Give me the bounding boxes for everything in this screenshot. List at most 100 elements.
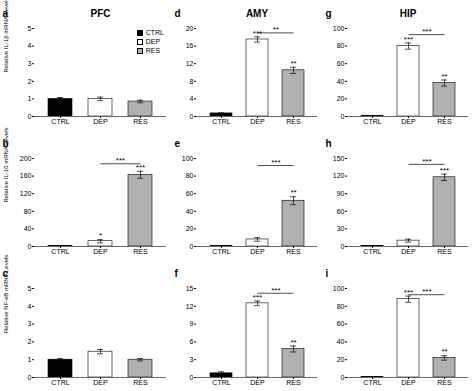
svg-text:**: ** — [441, 72, 447, 81]
svg-text:DEP: DEP — [93, 379, 108, 386]
svg-text:20: 20 — [337, 356, 345, 363]
svg-text:Relative NF-κB mRNA Levels: Relative NF-κB mRNA Levels — [3, 255, 9, 333]
svg-text:0: 0 — [341, 374, 345, 381]
svg-text:i: i — [326, 268, 329, 279]
svg-text:3: 3 — [28, 320, 32, 327]
svg-text:80: 80 — [337, 303, 345, 310]
svg-text:**: ** — [290, 59, 296, 68]
svg-text:e: e — [175, 138, 181, 149]
svg-text:30: 30 — [337, 225, 345, 232]
svg-text:100: 100 — [333, 285, 345, 292]
svg-text:0: 0 — [28, 113, 32, 120]
svg-text:CTRL: CTRL — [363, 379, 381, 386]
svg-text:h: h — [326, 138, 332, 149]
svg-text:6: 6 — [190, 338, 194, 345]
svg-text:160: 160 — [20, 172, 32, 179]
svg-text:***: *** — [116, 156, 125, 165]
svg-text:DEP: DEP — [250, 379, 265, 386]
svg-text:***: *** — [271, 286, 280, 295]
svg-text:RES: RES — [437, 248, 452, 255]
svg-text:200: 200 — [20, 155, 32, 162]
svg-text:5: 5 — [28, 25, 32, 32]
svg-text:60: 60 — [186, 190, 194, 197]
svg-text:RES: RES — [437, 118, 452, 125]
svg-text:0: 0 — [190, 113, 194, 120]
svg-text:100: 100 — [333, 25, 345, 32]
svg-text:RES: RES — [133, 379, 148, 386]
svg-text:d: d — [175, 8, 181, 19]
svg-text:2: 2 — [28, 78, 32, 85]
svg-text:1: 1 — [28, 356, 32, 363]
svg-text:12: 12 — [186, 303, 194, 310]
svg-text:RES: RES — [133, 248, 148, 255]
svg-text:CTRL: CTRL — [363, 248, 381, 255]
svg-text:12: 12 — [186, 60, 194, 67]
svg-text:2: 2 — [28, 338, 32, 345]
svg-text:DEP: DEP — [93, 248, 108, 255]
svg-text:RES: RES — [133, 118, 148, 125]
svg-text:120: 120 — [333, 172, 345, 179]
svg-text:3: 3 — [190, 356, 194, 363]
svg-text:CTRL: CTRL — [212, 248, 230, 255]
svg-text:4: 4 — [28, 42, 32, 49]
svg-text:***: *** — [422, 287, 431, 296]
svg-text:3: 3 — [28, 60, 32, 67]
svg-text:***: *** — [253, 293, 262, 302]
svg-text:DEP: DEP — [401, 248, 416, 255]
svg-text:***: *** — [404, 288, 413, 297]
svg-text:CTRL: CTRL — [51, 248, 69, 255]
svg-text:CTRL: CTRL — [51, 118, 69, 125]
svg-text:***: *** — [422, 157, 431, 166]
svg-text:HIP: HIP — [400, 8, 417, 19]
svg-text:15: 15 — [186, 285, 194, 292]
svg-text:***: *** — [271, 158, 280, 167]
svg-text:**: ** — [290, 188, 296, 197]
svg-text:Relative IL-10 mRNA Levels: Relative IL-10 mRNA Levels — [3, 127, 9, 202]
svg-text:0: 0 — [190, 374, 194, 381]
svg-text:80: 80 — [24, 208, 32, 215]
svg-text:RES: RES — [286, 379, 301, 386]
svg-text:4: 4 — [28, 303, 32, 310]
svg-text:150: 150 — [333, 155, 345, 162]
svg-text:CTRL: CTRL — [212, 379, 230, 386]
svg-text:*: * — [99, 231, 102, 240]
svg-text:**: ** — [290, 338, 296, 347]
svg-text:**: ** — [441, 347, 447, 356]
svg-text:AMY: AMY — [246, 8, 269, 19]
svg-text:CTRL: CTRL — [363, 118, 381, 125]
svg-text:40: 40 — [24, 225, 32, 232]
svg-text:20: 20 — [337, 95, 345, 102]
svg-text:CTRL: CTRL — [51, 379, 69, 386]
svg-text:DEP: DEP — [250, 118, 265, 125]
svg-text:DEP: DEP — [401, 118, 416, 125]
svg-text:0: 0 — [28, 374, 32, 381]
svg-text:f: f — [175, 268, 179, 279]
svg-text:60: 60 — [337, 208, 345, 215]
svg-text:DEP: DEP — [401, 379, 416, 386]
svg-text:4: 4 — [190, 95, 194, 102]
svg-text:40: 40 — [337, 338, 345, 345]
svg-text:0: 0 — [190, 243, 194, 250]
svg-text:0: 0 — [28, 243, 32, 250]
svg-text:20: 20 — [186, 225, 194, 232]
svg-text:***: *** — [136, 163, 145, 172]
svg-text:RES: RES — [437, 379, 452, 386]
svg-text:***: *** — [440, 166, 449, 175]
svg-text:PFC: PFC — [91, 8, 111, 19]
svg-text:a: a — [3, 8, 9, 19]
svg-text:b: b — [3, 138, 9, 149]
svg-text:80: 80 — [186, 172, 194, 179]
svg-text:40: 40 — [337, 78, 345, 85]
svg-text:0: 0 — [341, 113, 345, 120]
svg-text:DEP: DEP — [250, 248, 265, 255]
svg-text:5: 5 — [28, 285, 32, 292]
svg-text:Relative IL-1β mRNA Levels: Relative IL-1β mRNA Levels — [3, 0, 9, 73]
svg-text:90: 90 — [337, 190, 345, 197]
svg-text:60: 60 — [337, 320, 345, 327]
svg-text:20: 20 — [186, 25, 194, 32]
svg-text:100: 100 — [182, 155, 194, 162]
svg-text:RES: RES — [286, 118, 301, 125]
svg-text:**: ** — [273, 25, 279, 34]
svg-text:60: 60 — [337, 60, 345, 67]
svg-text:1: 1 — [28, 95, 32, 102]
